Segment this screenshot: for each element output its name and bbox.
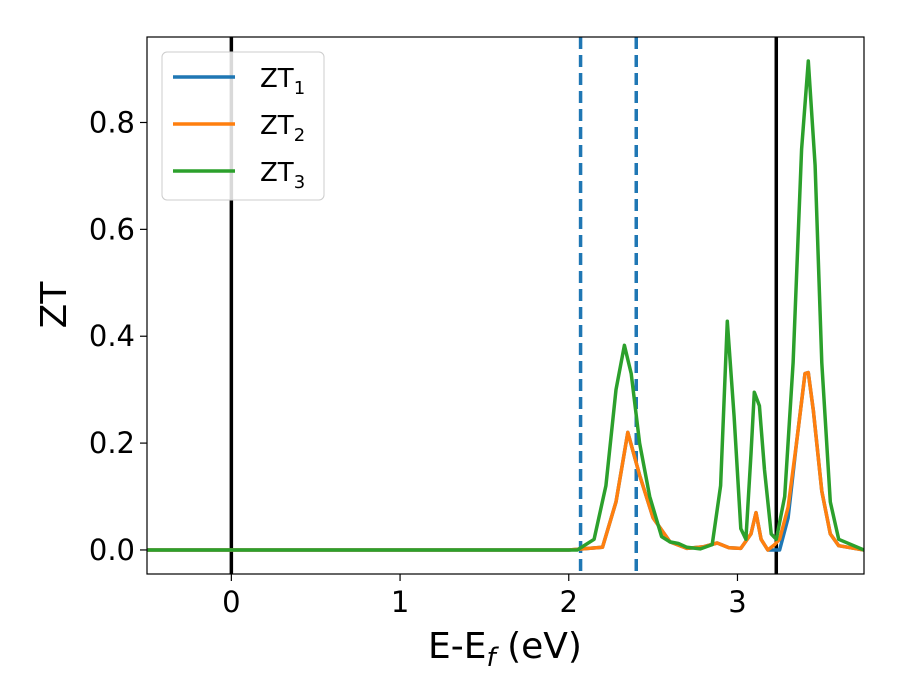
x-tick-label: 1 [391, 585, 409, 619]
legend-label-zt3: ZT3 [260, 158, 305, 193]
legend-box [161, 51, 325, 201]
x-tick-label: 3 [728, 585, 746, 619]
plot-frame [146, 36, 865, 575]
legend-label-zt1: ZT1 [260, 64, 305, 99]
x-axis-title: E-Ef (eV) [428, 626, 582, 673]
x-axis: 0 1 2 3 [222, 574, 747, 619]
x-tick-label: 2 [560, 585, 578, 619]
legend: ZT1 ZT2 ZT3 [161, 51, 325, 201]
x-tick-label: 0 [222, 585, 240, 619]
series-line-zt2 [147, 370, 864, 552]
series-layer [147, 59, 864, 552]
y-tick-label: 0.6 [89, 212, 135, 246]
series-line-zt3 [147, 59, 864, 552]
legend-label-zt2: ZT2 [260, 111, 305, 146]
y-tick-label: 0.0 [89, 533, 135, 567]
y-tick-label: 0.2 [89, 426, 135, 460]
y-axis: 0.0 0.2 0.4 0.6 0.8 [89, 105, 147, 567]
y-axis-title: ZT [34, 281, 75, 329]
y-tick-label: 0.4 [89, 319, 135, 353]
y-tick-label: 0.8 [89, 105, 135, 139]
